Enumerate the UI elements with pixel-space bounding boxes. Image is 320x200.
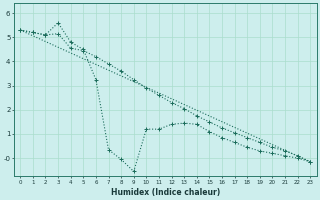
- X-axis label: Humidex (Indice chaleur): Humidex (Indice chaleur): [111, 188, 220, 197]
